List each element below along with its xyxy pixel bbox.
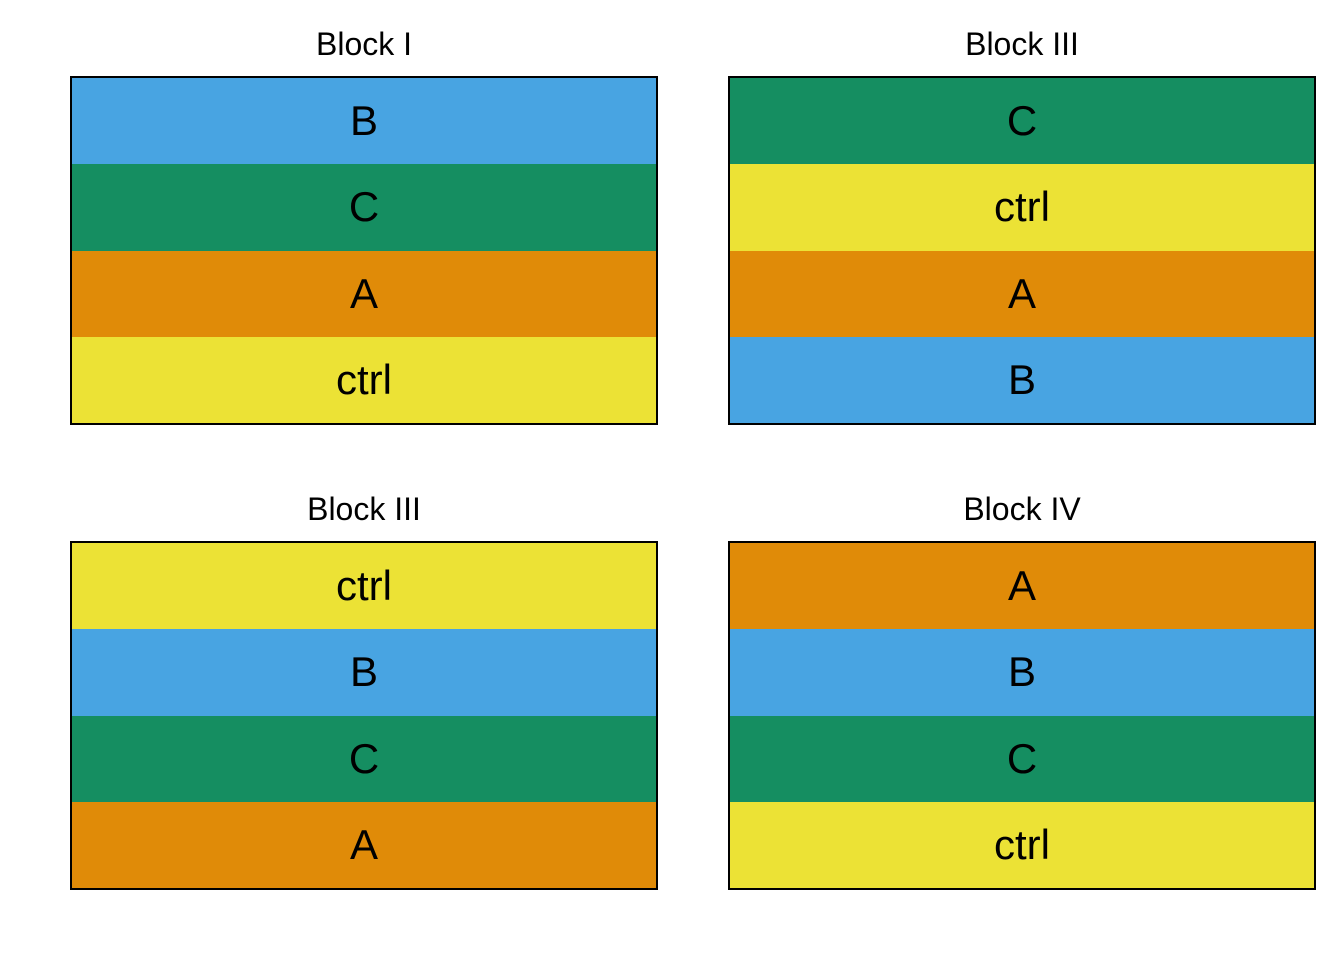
block-panel: C ctrl A B <box>728 76 1316 425</box>
plot-cell: A <box>72 250 656 337</box>
plot-cell: ctrl <box>730 164 1314 251</box>
plot-cell: B <box>730 629 1314 716</box>
plot-cell: C <box>72 164 656 251</box>
plot-cell: ctrl <box>730 801 1314 888</box>
plot-cell: B <box>730 336 1314 423</box>
plot-cell: A <box>730 543 1314 630</box>
block-panel: A B C ctrl <box>728 541 1316 890</box>
plot-cell: ctrl <box>72 543 656 630</box>
plot-cell: C <box>730 715 1314 802</box>
plot-cell: A <box>72 801 656 888</box>
plot-cell: A <box>730 250 1314 337</box>
plot-cell: C <box>730 78 1314 165</box>
block-panel: B C A ctrl <box>70 76 658 425</box>
block-title: Block I <box>315 26 413 62</box>
block-panel: ctrl B C A <box>70 541 658 890</box>
plot-cell: C <box>72 715 656 802</box>
block-title: Block III <box>965 26 1079 62</box>
plot-cell: B <box>72 629 656 716</box>
block-title: Block IV <box>963 491 1081 527</box>
plot-cell: B <box>72 78 656 165</box>
block-title: Block III <box>307 491 421 527</box>
plot-cell: ctrl <box>72 336 656 423</box>
